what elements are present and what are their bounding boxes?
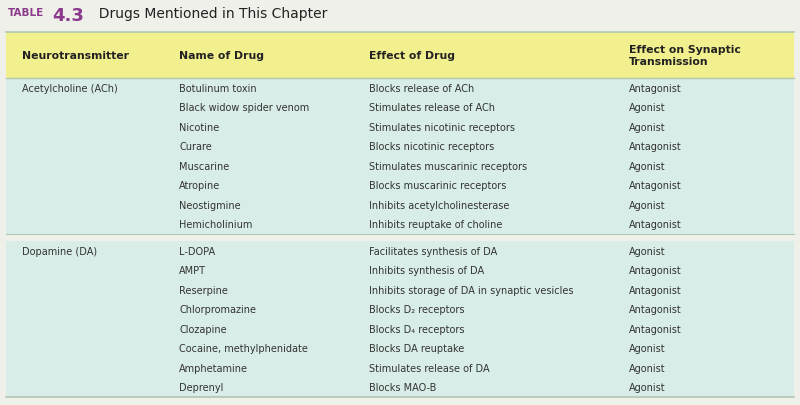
Text: Blocks MAO-B: Blocks MAO-B: [369, 382, 436, 392]
Text: Nicotine: Nicotine: [179, 122, 220, 132]
Text: Antagonist: Antagonist: [629, 181, 682, 191]
Text: Neurotransmitter: Neurotransmitter: [22, 51, 129, 61]
Text: Facilitates synthesis of DA: Facilitates synthesis of DA: [369, 246, 497, 256]
Text: Inhibits storage of DA in synaptic vesicles: Inhibits storage of DA in synaptic vesic…: [369, 285, 573, 295]
Text: Blocks DA reuptake: Blocks DA reuptake: [369, 343, 464, 354]
Bar: [6, 79, 794, 234]
Text: Acetylcholine (ACh): Acetylcholine (ACh): [22, 83, 118, 94]
Text: Name of Drug: Name of Drug: [179, 51, 265, 61]
Text: Curare: Curare: [179, 142, 212, 152]
Text: Agonist: Agonist: [629, 103, 666, 113]
Text: Antagonist: Antagonist: [629, 142, 682, 152]
Bar: [6, 33, 794, 79]
Text: Stimulates nicotinic receptors: Stimulates nicotinic receptors: [369, 122, 514, 132]
Text: Effect on Synaptic
Transmission: Effect on Synaptic Transmission: [629, 45, 741, 67]
Text: Clozapine: Clozapine: [179, 324, 227, 334]
Text: Effect of Drug: Effect of Drug: [369, 51, 454, 61]
Text: Botulinum toxin: Botulinum toxin: [179, 83, 257, 94]
Bar: [6, 241, 794, 397]
Text: Agonist: Agonist: [629, 363, 666, 373]
Text: Stimulates release of DA: Stimulates release of DA: [369, 363, 489, 373]
Text: Blocks muscarinic receptors: Blocks muscarinic receptors: [369, 181, 506, 191]
Text: Antagonist: Antagonist: [629, 305, 682, 314]
Text: Atropine: Atropine: [179, 181, 221, 191]
Text: AMPT: AMPT: [179, 266, 206, 275]
Text: Drugs Mentioned in This Chapter: Drugs Mentioned in This Chapter: [90, 7, 327, 21]
Text: Reserpine: Reserpine: [179, 285, 228, 295]
Text: Inhibits reuptake of choline: Inhibits reuptake of choline: [369, 220, 502, 230]
Text: Antagonist: Antagonist: [629, 324, 682, 334]
Text: Agonist: Agonist: [629, 122, 666, 132]
Bar: [6, 234, 794, 241]
Text: Deprenyl: Deprenyl: [179, 382, 224, 392]
Text: 4.3: 4.3: [52, 7, 84, 25]
Text: Inhibits acetylcholinesterase: Inhibits acetylcholinesterase: [369, 200, 509, 210]
Text: Blocks release of ACh: Blocks release of ACh: [369, 83, 474, 94]
Text: Antagonist: Antagonist: [629, 266, 682, 275]
Text: Blocks nicotinic receptors: Blocks nicotinic receptors: [369, 142, 494, 152]
Text: Amphetamine: Amphetamine: [179, 363, 249, 373]
Text: Antagonist: Antagonist: [629, 285, 682, 295]
Text: Antagonist: Antagonist: [629, 83, 682, 94]
Text: Chlorpromazine: Chlorpromazine: [179, 305, 257, 314]
Text: Dopamine (DA): Dopamine (DA): [22, 246, 97, 256]
Text: Agonist: Agonist: [629, 200, 666, 210]
Text: Inhibits synthesis of DA: Inhibits synthesis of DA: [369, 266, 484, 275]
Text: TABLE: TABLE: [8, 8, 44, 18]
Text: Neostigmine: Neostigmine: [179, 200, 241, 210]
Text: Agonist: Agonist: [629, 161, 666, 171]
Text: Blocks D₂ receptors: Blocks D₂ receptors: [369, 305, 464, 314]
Text: Hemicholinium: Hemicholinium: [179, 220, 253, 230]
Text: Stimulates muscarinic receptors: Stimulates muscarinic receptors: [369, 161, 526, 171]
Text: Antagonist: Antagonist: [629, 220, 682, 230]
Text: Cocaine, methylphenidate: Cocaine, methylphenidate: [179, 343, 308, 354]
Text: Agonist: Agonist: [629, 246, 666, 256]
Text: Agonist: Agonist: [629, 382, 666, 392]
Text: Blocks D₄ receptors: Blocks D₄ receptors: [369, 324, 464, 334]
Text: Agonist: Agonist: [629, 343, 666, 354]
Text: Muscarine: Muscarine: [179, 161, 230, 171]
Text: Stimulates release of ACh: Stimulates release of ACh: [369, 103, 494, 113]
Text: Black widow spider venom: Black widow spider venom: [179, 103, 310, 113]
Text: L-DOPA: L-DOPA: [179, 246, 215, 256]
